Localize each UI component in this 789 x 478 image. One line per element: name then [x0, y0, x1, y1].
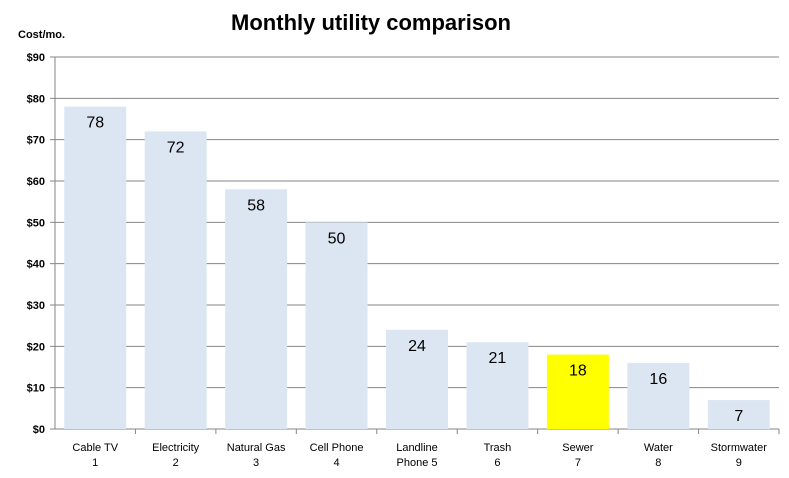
y-axis-label: Cost/mo. — [18, 29, 66, 41]
x-tick-label: Sewer — [562, 442, 594, 454]
x-tick-label: 2 — [173, 457, 179, 469]
y-tick-label: $0 — [33, 424, 45, 436]
data-label: 58 — [247, 197, 265, 214]
data-label: 78 — [86, 115, 104, 132]
bar — [225, 189, 288, 429]
x-tick-label: Natural Gas — [227, 442, 286, 454]
x-tick-label: Trash — [484, 442, 512, 454]
data-label: 24 — [408, 338, 426, 355]
x-tick-label: 3 — [253, 457, 259, 469]
y-tick-label: $80 — [27, 93, 45, 105]
data-label: 50 — [328, 230, 346, 247]
bar — [546, 354, 609, 429]
x-tick-label: 6 — [494, 457, 500, 469]
x-tick-label: Phone 5 — [397, 457, 438, 469]
chart-title: Monthly utility comparison — [231, 10, 511, 35]
y-tick-label: $50 — [27, 217, 45, 229]
y-tick-label: $40 — [27, 259, 45, 271]
x-tick-label: Landline — [396, 442, 438, 454]
x-tick-label: Cable TV — [72, 442, 118, 454]
x-tick-label: 7 — [575, 457, 581, 469]
bar — [707, 400, 770, 429]
y-tick-label: $60 — [27, 176, 45, 188]
bar — [466, 342, 529, 429]
x-tick-label: Cell Phone — [310, 442, 364, 454]
x-tick-label: 4 — [333, 457, 339, 469]
data-label: 7 — [734, 408, 743, 425]
x-tick-label: 8 — [655, 457, 661, 469]
bar — [386, 329, 448, 429]
y-tick-label: $30 — [27, 300, 45, 312]
y-tick-label: $90 — [27, 52, 45, 64]
x-tick-label: 1 — [92, 457, 98, 469]
bar — [144, 131, 207, 429]
data-label: 16 — [649, 371, 667, 388]
y-tick-label: $70 — [27, 135, 45, 147]
bar — [64, 106, 127, 429]
data-label: 72 — [167, 139, 185, 156]
y-tick-label: $10 — [27, 383, 45, 395]
x-tick-label: Water — [644, 442, 673, 454]
y-tick-label: $20 — [27, 341, 45, 353]
x-tick-label: Electricity — [152, 442, 200, 454]
data-label: 21 — [489, 350, 507, 367]
bar — [627, 362, 690, 429]
x-tick-label: 9 — [736, 457, 742, 469]
data-label: 18 — [569, 363, 587, 380]
bar — [305, 222, 368, 429]
x-tick-label: Stormwater — [711, 442, 768, 454]
